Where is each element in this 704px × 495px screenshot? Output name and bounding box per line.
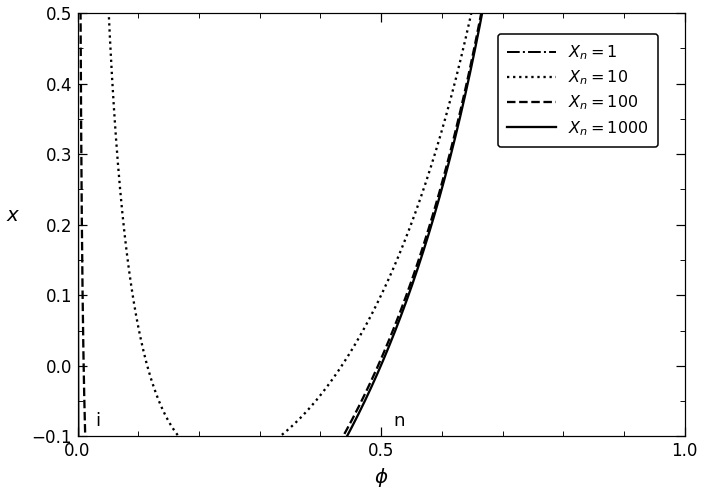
Text: n: n (394, 412, 405, 430)
Legend: $X_n = 1$, $X_n = 10$, $X_n = 100$, $X_n = 1000$: $X_n = 1$, $X_n = 10$, $X_n = 100$, $X_n… (498, 34, 658, 147)
Text: i: i (96, 412, 101, 430)
Y-axis label: $x$: $x$ (6, 206, 20, 225)
X-axis label: $\phi$: $\phi$ (374, 466, 389, 489)
